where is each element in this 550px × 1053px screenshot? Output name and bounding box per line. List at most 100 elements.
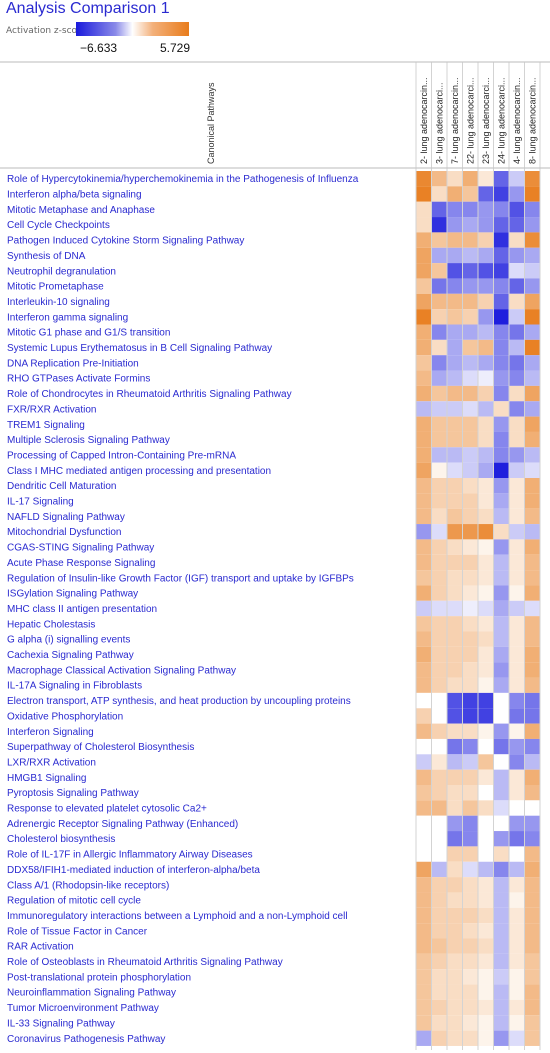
heatmap-cell [416, 508, 431, 525]
heatmap-cell [432, 953, 447, 970]
heatmap-cell [494, 953, 509, 970]
heatmap-cell [525, 431, 540, 448]
heatmap-cell [447, 999, 462, 1016]
heatmap-cell [478, 339, 493, 356]
column-header-label: 22- lung adenocarci... [465, 77, 475, 164]
heatmap-cell [494, 431, 509, 448]
row-label: CGAS-STING Signaling Pathway [7, 543, 154, 554]
heatmap-cell [463, 877, 478, 893]
row-label: Mitotic Prometaphase [7, 282, 104, 293]
heatmap-cell [478, 293, 493, 310]
heatmap-cell [478, 800, 493, 816]
heatmap-cell [525, 646, 540, 663]
heatmap-cell [525, 984, 540, 1000]
heatmap-cell [447, 662, 462, 678]
heatmap-cell [416, 524, 431, 540]
heatmap-cell [447, 309, 462, 325]
heatmap-cell [478, 769, 493, 785]
heatmap-cell [447, 431, 462, 448]
heatmap-cell [447, 800, 462, 816]
heatmap-cell [509, 462, 524, 478]
column-header-label: 8- lung adenocarcin... [527, 77, 537, 164]
heatmap-cell [525, 616, 540, 632]
heatmap-cell [432, 646, 447, 663]
row-label: RAR Activation [7, 942, 74, 953]
heatmap-cell [432, 800, 447, 816]
heatmap-cell [478, 708, 493, 724]
heatmap-cell [509, 447, 524, 463]
heatmap-cell [525, 723, 540, 739]
heatmap-cell [478, 309, 493, 325]
heatmap-cell [432, 508, 447, 525]
heatmap-cell [525, 877, 540, 893]
heatmap-cell [432, 785, 447, 801]
heatmap-cell [432, 401, 447, 417]
row-label: NAFLD Signaling Pathway [7, 512, 125, 523]
heatmap-cell [478, 554, 493, 571]
heatmap-cell [509, 508, 524, 525]
heatmap-cell [416, 831, 431, 847]
row-label: Pyroptosis Signaling Pathway [7, 788, 139, 799]
heatmap-cell [478, 355, 493, 371]
row-label: Interferon alpha/beta signaling [7, 190, 142, 201]
heatmap-cell [525, 662, 540, 678]
heatmap-cell [525, 339, 540, 356]
heatmap-cell [447, 831, 462, 847]
heatmap-cell [478, 524, 493, 540]
heatmap-cell [463, 385, 478, 402]
heatmap-cell [509, 416, 524, 432]
heatmap-cell [463, 339, 478, 356]
heatmap-cell [494, 892, 509, 908]
heatmap-cell [525, 800, 540, 816]
heatmap-cell [509, 232, 524, 248]
heatmap-cell [525, 385, 540, 402]
heatmap-cell [416, 692, 431, 709]
heatmap-cell [509, 861, 524, 878]
heatmap-cell [494, 554, 509, 571]
heatmap-cell [525, 554, 540, 571]
heatmap-cell [509, 171, 524, 187]
heatmap-cell [432, 385, 447, 402]
heatmap-cell [525, 923, 540, 939]
heatmap-cell [525, 247, 540, 264]
heatmap-cell [432, 969, 447, 985]
heatmap-cell [525, 785, 540, 801]
heatmap-cell [494, 217, 509, 233]
heatmap-cell [447, 385, 462, 402]
row-label: IL-33 Signaling Pathway [7, 1018, 115, 1029]
heatmap-cell [432, 570, 447, 586]
heatmap-cell [478, 662, 493, 678]
heatmap-cell [525, 631, 540, 647]
heatmap-cell [447, 785, 462, 801]
row-label: DDX58/IFIH1-mediated induction of interf… [7, 865, 260, 876]
heatmap-cell [478, 447, 493, 463]
heatmap-cell [463, 462, 478, 478]
heatmap-cell [463, 999, 478, 1016]
heatmap-cell [416, 355, 431, 371]
heatmap-cell [463, 738, 478, 755]
heatmap-cell [463, 708, 478, 724]
heatmap-cell [432, 478, 447, 494]
heatmap-cell [432, 692, 447, 709]
row-label: Cholesterol biosynthesis [7, 834, 115, 845]
heatmap-cell [463, 923, 478, 939]
heatmap-cell [447, 846, 462, 862]
row-label: Neuroinflammation Signaling Pathway [7, 988, 176, 999]
heatmap-cell [416, 585, 431, 601]
heatmap-cell [432, 738, 447, 755]
row-label: MHC class II antigen presentation [7, 604, 157, 615]
heatmap-cell [494, 907, 509, 924]
heatmap-cell [494, 877, 509, 893]
heatmap-cell [525, 677, 540, 693]
heatmap-cell [432, 431, 447, 448]
heatmap-cell [494, 600, 509, 617]
row-label: Acute Phase Response Signaling [7, 558, 155, 569]
heatmap-cell [416, 938, 431, 954]
heatmap-cell [494, 785, 509, 801]
heatmap-cell [509, 431, 524, 448]
heatmap-cell [509, 785, 524, 801]
heatmap-cell [463, 754, 478, 770]
row-label: FXR/RXR Activation [7, 404, 96, 415]
heatmap-cell [432, 416, 447, 432]
heatmap-cell [432, 999, 447, 1016]
